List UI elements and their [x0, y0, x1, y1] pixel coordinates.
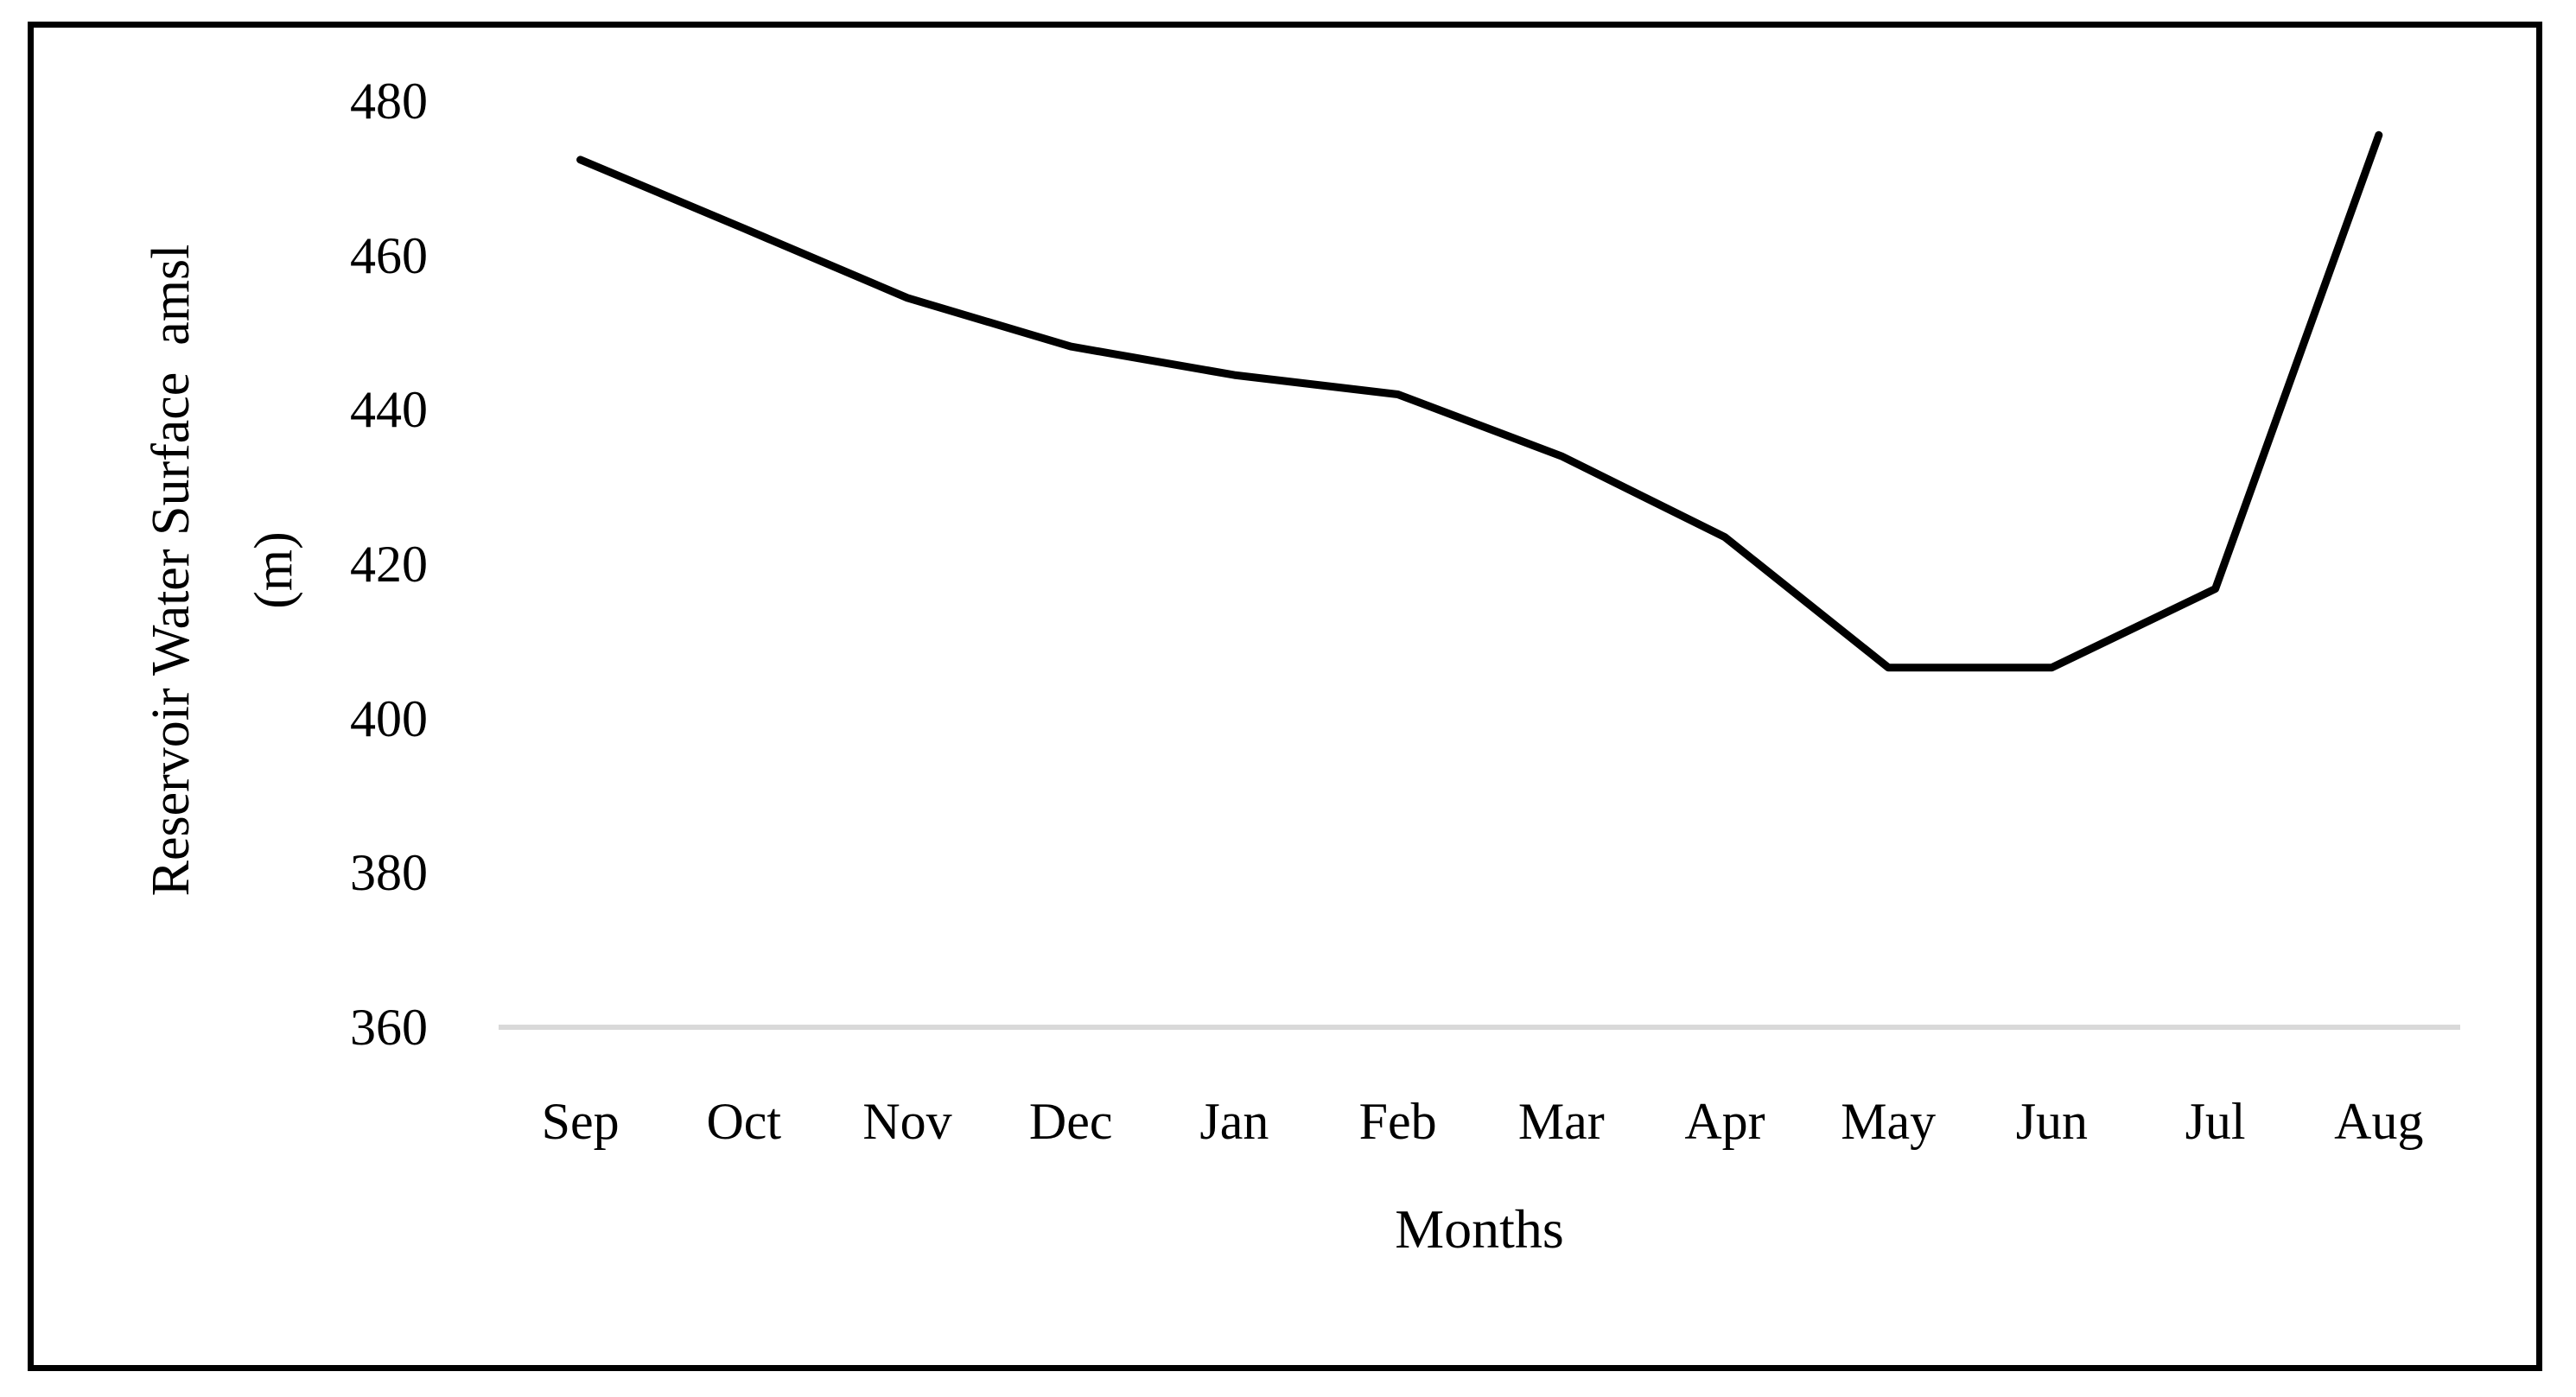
x-tick-label: Mar — [1517, 1093, 1605, 1150]
x-axis-baseline — [499, 1025, 2460, 1030]
x-tick-label: Jul — [2185, 1093, 2246, 1150]
y-tick-label: 400 — [350, 689, 428, 747]
x-tick-label: Oct — [706, 1093, 782, 1150]
x-axis-title: Months — [1395, 1198, 1564, 1260]
y-tick-label: 460 — [350, 226, 428, 284]
x-tick-label: Dec — [1028, 1093, 1113, 1150]
x-tick-label: Sep — [541, 1093, 620, 1150]
x-tick-label: Apr — [1684, 1093, 1765, 1150]
y-tick-label: 360 — [350, 998, 428, 1056]
y-tick-label: 380 — [350, 844, 428, 902]
x-tick-label: Jun — [2015, 1093, 2089, 1150]
x-tick-label: Aug — [2334, 1093, 2424, 1150]
data-series-line — [576, 130, 2383, 672]
y-tick-label: 440 — [350, 381, 428, 439]
y-tick-label: 480 — [350, 73, 428, 130]
x-tick-label: Jan — [1199, 1093, 1269, 1150]
x-tick-label: May — [1841, 1093, 1937, 1150]
y-tick-label: 420 — [350, 535, 428, 593]
x-tick-label: Feb — [1358, 1093, 1437, 1150]
x-tick-label: Nov — [862, 1093, 952, 1150]
chart-outer-frame — [28, 22, 2542, 1371]
